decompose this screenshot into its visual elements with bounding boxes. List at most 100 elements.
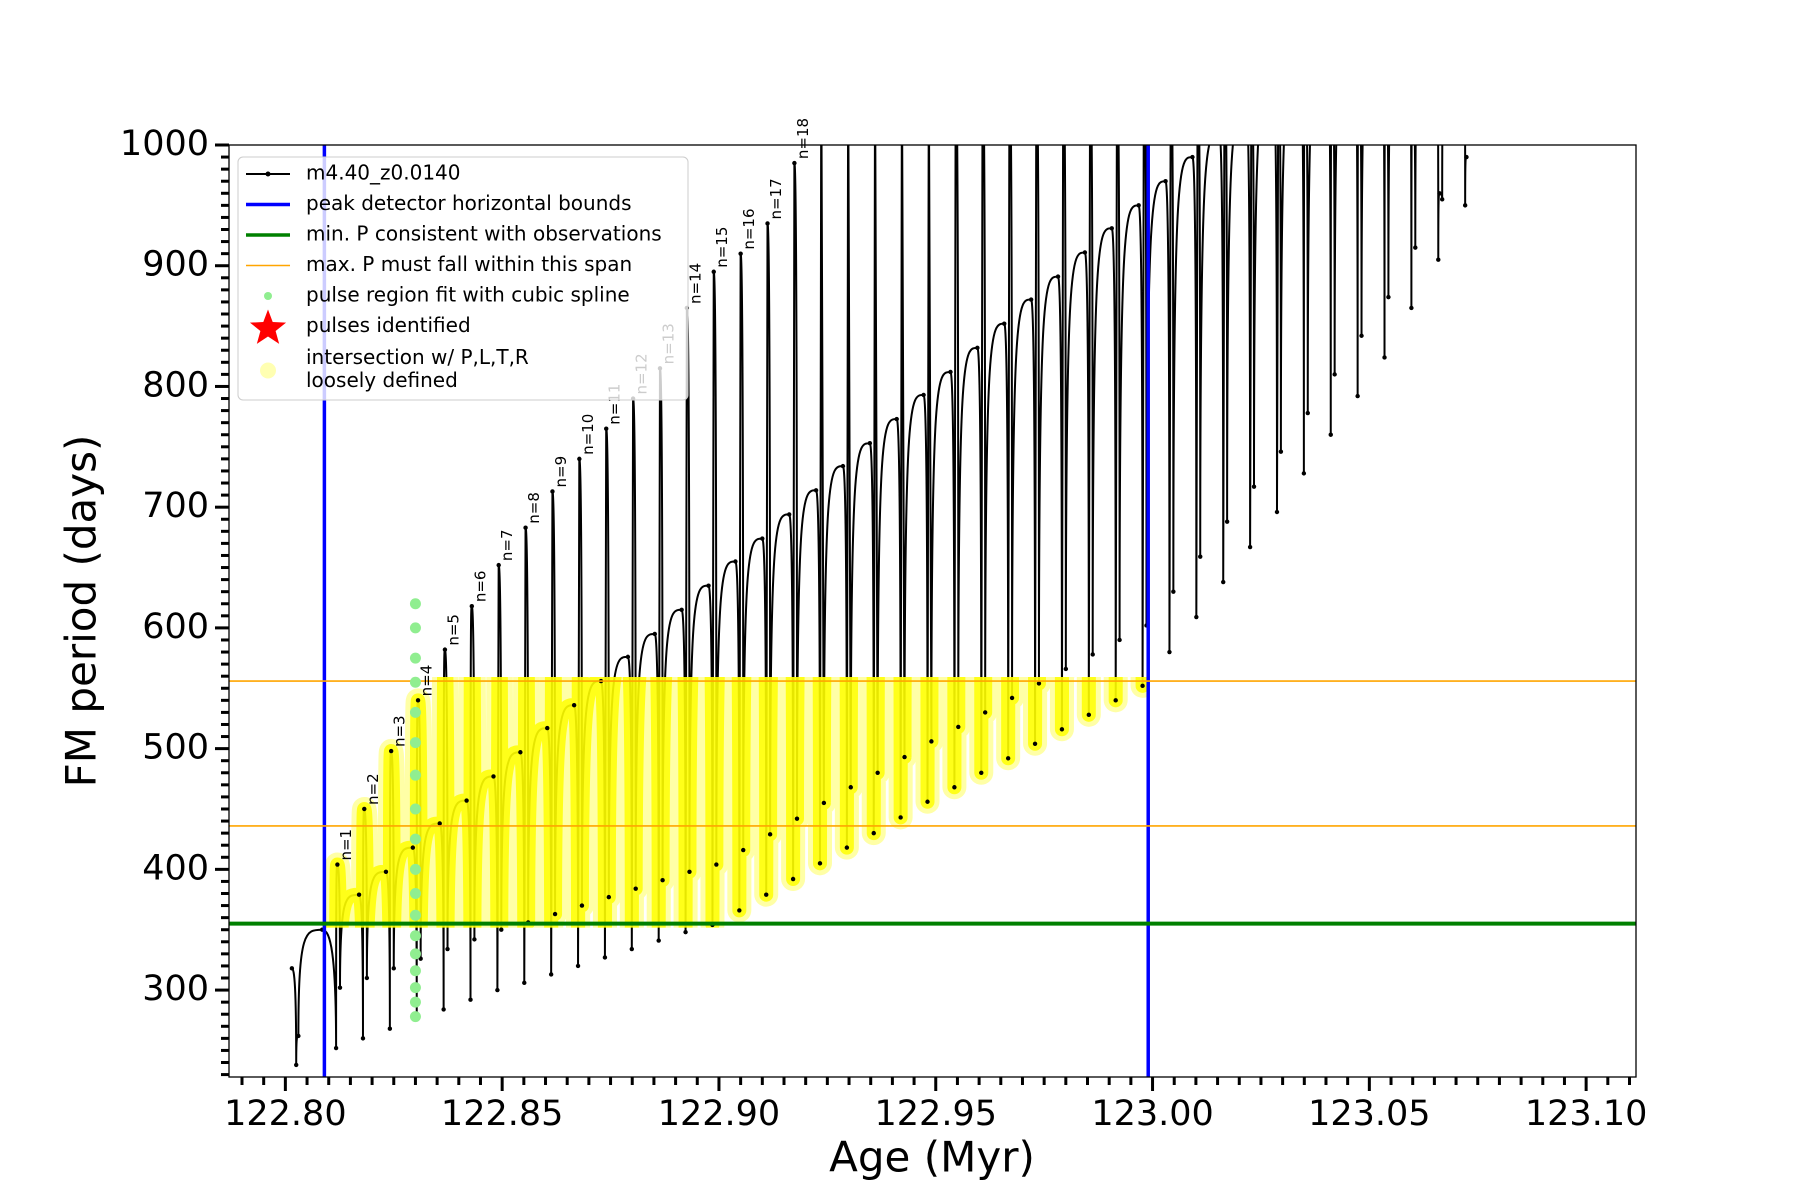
x-tick-label: 123.10 <box>1525 1094 1647 1134</box>
legend-label: pulse region fit with cubic spline <box>306 283 630 307</box>
track-point <box>1117 637 1122 643</box>
track-point <box>1328 432 1333 437</box>
track-point <box>952 785 957 790</box>
track-point <box>1002 321 1007 326</box>
spline-point <box>409 737 421 749</box>
track-point <box>575 963 581 969</box>
track-point <box>738 251 743 256</box>
legend-label: pulses identified <box>306 313 471 337</box>
spline-point <box>409 948 421 960</box>
track-point <box>760 536 765 541</box>
track-point <box>1439 197 1445 202</box>
track-point <box>1355 393 1360 399</box>
track-point <box>333 1045 339 1051</box>
x-tick-label: 123.05 <box>1308 1094 1430 1134</box>
track-point <box>387 1026 393 1031</box>
track-point <box>383 869 389 874</box>
track-point <box>1198 554 1203 559</box>
track-point <box>982 710 988 715</box>
spline-point <box>409 622 421 634</box>
x-axis-label: Age (Myr) <box>829 1133 1035 1182</box>
track-point <box>1386 294 1391 300</box>
track-point <box>683 929 688 935</box>
track-point <box>921 392 926 398</box>
track-point <box>975 345 980 351</box>
track-point <box>523 525 528 530</box>
plot-frame <box>228 144 1637 1078</box>
y-tick-label: 700 <box>142 486 209 526</box>
track-point <box>714 862 719 867</box>
pulse-label: n=1 <box>337 829 355 861</box>
track-point <box>1167 649 1172 655</box>
legend-label: min. P consistent with observations <box>306 222 662 246</box>
track-point <box>464 798 469 803</box>
track-point <box>840 463 846 469</box>
track-point <box>765 221 770 226</box>
pulse-label: n=18 <box>794 118 812 159</box>
track-point <box>1136 203 1141 208</box>
spline-point <box>409 1011 421 1023</box>
track-point <box>948 369 953 375</box>
track-point <box>550 489 555 494</box>
track-point <box>898 815 903 820</box>
track-point <box>1332 372 1337 377</box>
pulse-label: n=7 <box>498 529 516 561</box>
track-point <box>294 1062 299 1068</box>
track-point <box>468 997 473 1002</box>
track-point <box>1436 257 1441 262</box>
track-point <box>625 654 631 660</box>
track-point <box>548 972 554 977</box>
y-tick-label: 400 <box>142 848 209 888</box>
spline-point <box>409 930 421 942</box>
track-point <box>441 1007 446 1012</box>
spline-point <box>409 909 421 921</box>
legend-label: intersection w/ P,L,T,R <box>306 345 529 369</box>
pulse-label: n=2 <box>364 773 382 805</box>
track-point <box>1113 698 1118 703</box>
spline-point <box>409 833 421 845</box>
track-point <box>469 603 475 609</box>
spline-point <box>409 982 421 994</box>
track-point <box>437 821 442 826</box>
spline-point <box>409 676 421 688</box>
spline-point <box>409 706 421 718</box>
spline-point <box>409 652 421 664</box>
track-point <box>1251 484 1257 489</box>
track-point <box>496 562 501 568</box>
track-point <box>1163 179 1168 184</box>
y-tick-label: 300 <box>142 969 209 1009</box>
pulse-label: n=5 <box>444 614 462 646</box>
track-point <box>767 832 773 837</box>
y-tick-label: 500 <box>142 728 209 768</box>
track-point <box>495 987 500 993</box>
track-point <box>679 607 684 612</box>
y-tick-label: 900 <box>142 245 209 285</box>
track-point <box>360 1036 366 1041</box>
track-point <box>633 886 638 891</box>
pulse-label: n=6 <box>471 571 489 603</box>
track-point <box>790 876 796 882</box>
track-point <box>956 724 961 730</box>
spline-point <box>409 598 421 610</box>
x-tick-label: 122.80 <box>224 1094 346 1134</box>
track-point <box>335 862 340 867</box>
y-tick-label: 800 <box>142 365 209 405</box>
track-point <box>604 426 609 431</box>
track-point <box>1413 245 1418 250</box>
track-point <box>296 1033 301 1039</box>
track-point <box>388 748 394 754</box>
spline-point <box>409 803 421 815</box>
track-point <box>1464 154 1469 160</box>
legend-label: m4.40_z0.0140 <box>306 161 461 185</box>
pulse-label: n=17 <box>767 178 785 219</box>
spline-point <box>409 887 421 899</box>
spline-point <box>409 863 421 875</box>
track-point <box>552 911 558 917</box>
track-point <box>813 488 819 493</box>
track-point <box>362 806 367 812</box>
track-point <box>1359 333 1364 338</box>
track-point <box>821 800 827 806</box>
track-point <box>733 559 738 564</box>
track-point <box>1032 741 1038 746</box>
track-point <box>656 938 661 943</box>
